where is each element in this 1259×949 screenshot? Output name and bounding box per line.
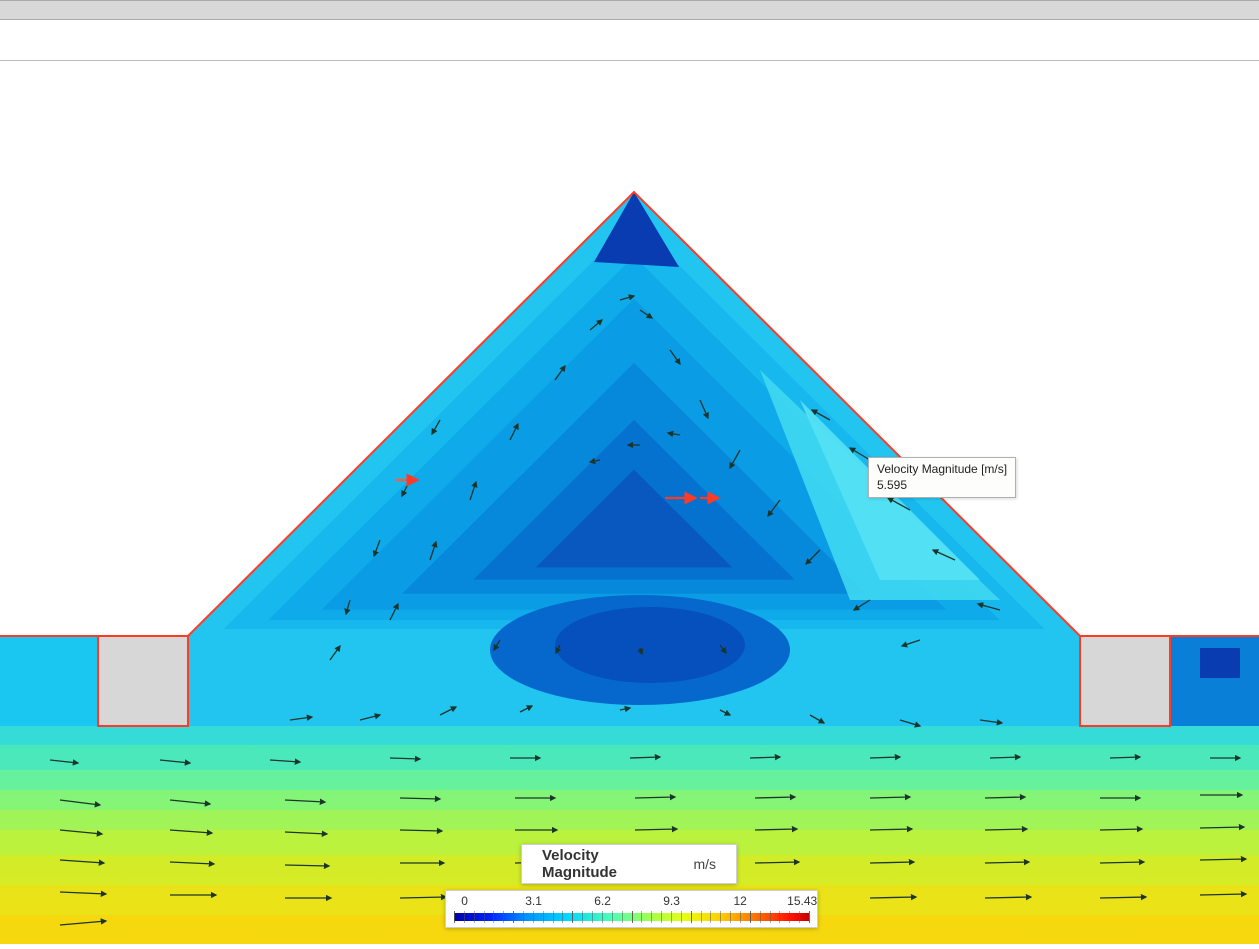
legend-tick-label: 12: [734, 894, 747, 908]
legend-tick-labels: 0 3.1 6.2 9.3 12 15.43: [446, 891, 817, 911]
tooltip-title: Velocity Magnitude [m/s]: [877, 462, 1007, 478]
wall-block: [98, 636, 188, 726]
probe-tooltip: Velocity Magnitude [m/s] 5.595: [868, 457, 1016, 498]
cfd-scene[interactable]: [0, 61, 1259, 944]
legend-field-name: Velocity Magnitude: [542, 847, 665, 881]
legend-tick-label: 0: [461, 894, 468, 908]
title-bar: [0, 0, 1259, 20]
legend-title-box[interactable]: Velocity Magnitude m/s: [521, 844, 737, 884]
legend-tick-label: 15.43: [787, 894, 817, 908]
legend-tick-label: 3.1: [525, 894, 542, 908]
legend-unit: m/s: [693, 856, 716, 872]
wall-block: [1080, 636, 1170, 726]
legend-tick-label: 6.2: [594, 894, 611, 908]
legend-gradient: [454, 911, 809, 923]
simulation-viewport[interactable]: [0, 61, 1259, 944]
legend-tick-label: 9.3: [663, 894, 680, 908]
toolbar-ribbon: [0, 20, 1259, 61]
tooltip-value: 5.595: [877, 478, 1007, 494]
legend-scale[interactable]: 0 3.1 6.2 9.3 12 15.43: [445, 890, 818, 928]
